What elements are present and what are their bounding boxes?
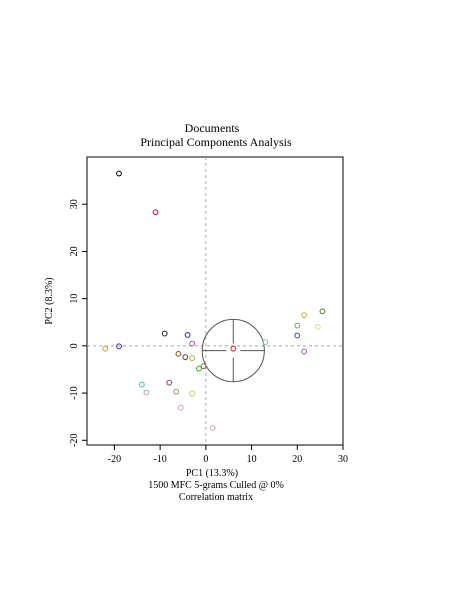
data-point — [116, 170, 122, 177]
data-point — [184, 332, 191, 338]
data-point — [294, 332, 301, 339]
data-point — [200, 363, 207, 370]
ellipse-marker — [201, 318, 265, 383]
y-tick-label: 30 — [69, 199, 80, 209]
x-tick-label: -10 — [153, 454, 166, 465]
y-tick-label: -20 — [69, 434, 80, 447]
data-point — [230, 345, 237, 352]
data-point — [116, 343, 122, 350]
y-tick-label: 10 — [69, 294, 80, 304]
data-point — [143, 389, 150, 396]
data-point — [319, 308, 326, 315]
x-axis-label: PC1 (13.3%) — [186, 468, 238, 479]
data-point — [209, 425, 216, 431]
y-axis: -20 -10 0 10 20 30 — [69, 199, 87, 447]
caption-line-2: Correlation matrix — [179, 492, 253, 503]
y-axis-label: PC2 (8.3%) — [44, 277, 55, 324]
data-point — [314, 324, 321, 330]
y-tick-label: -10 — [69, 386, 80, 399]
data-point — [189, 390, 196, 397]
data-point — [161, 330, 168, 337]
reference-lines — [87, 157, 343, 445]
data-point — [175, 350, 182, 357]
data-point — [189, 340, 196, 347]
x-tick-label: -20 — [108, 454, 121, 465]
data-point — [301, 348, 308, 355]
chart-subtitle: Principal Components Analysis — [140, 135, 292, 149]
data-point — [138, 381, 145, 388]
x-tick-label: 30 — [338, 454, 348, 465]
y-tick-label: 0 — [69, 343, 80, 348]
data-point — [152, 209, 159, 216]
data-point — [177, 404, 184, 411]
data-point — [182, 354, 189, 361]
caption-line-1: 1500 MFC 5-grams Culled @ 0% — [148, 480, 284, 491]
plot-frame — [86, 156, 344, 446]
data-point — [301, 312, 308, 319]
x-axis: -20 -10 0 10 20 30 — [108, 445, 348, 465]
data-point — [166, 379, 173, 386]
scatter-points — [102, 170, 326, 431]
data-point — [189, 355, 196, 362]
data-point — [294, 322, 301, 329]
data-point — [262, 339, 269, 345]
y-tick-label: 20 — [69, 246, 80, 256]
data-point — [102, 345, 109, 352]
data-point — [173, 388, 180, 395]
x-tick-label: 20 — [292, 454, 302, 465]
data-point — [196, 365, 202, 372]
x-tick-label: 0 — [203, 454, 208, 465]
x-tick-label: 10 — [247, 454, 257, 465]
chart-title: Documents — [185, 121, 240, 135]
